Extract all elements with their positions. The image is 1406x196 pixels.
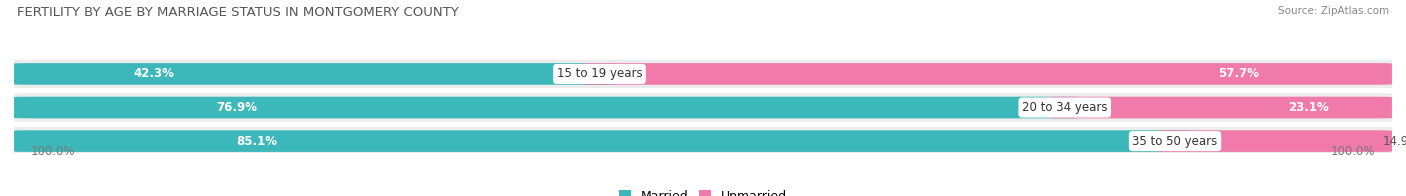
FancyBboxPatch shape: [14, 97, 1081, 118]
Text: 100.0%: 100.0%: [1331, 145, 1375, 158]
Text: 76.9%: 76.9%: [217, 101, 257, 114]
Legend: Married, Unmarried: Married, Unmarried: [613, 185, 793, 196]
Text: 85.1%: 85.1%: [236, 135, 277, 148]
FancyBboxPatch shape: [1159, 130, 1392, 152]
Text: 100.0%: 100.0%: [31, 145, 75, 158]
Text: 23.1%: 23.1%: [1288, 101, 1329, 114]
Text: FERTILITY BY AGE BY MARRIAGE STATUS IN MONTGOMERY COUNTY: FERTILITY BY AGE BY MARRIAGE STATUS IN M…: [17, 6, 458, 19]
Text: 20 to 34 years: 20 to 34 years: [1022, 101, 1108, 114]
FancyBboxPatch shape: [10, 60, 1396, 88]
Text: 57.7%: 57.7%: [1218, 67, 1258, 80]
Text: 14.9%: 14.9%: [1382, 135, 1406, 148]
FancyBboxPatch shape: [10, 93, 1396, 122]
Text: Source: ZipAtlas.com: Source: ZipAtlas.com: [1278, 6, 1389, 16]
FancyBboxPatch shape: [14, 130, 1191, 152]
Text: 42.3%: 42.3%: [134, 67, 174, 80]
FancyBboxPatch shape: [10, 127, 1396, 155]
FancyBboxPatch shape: [14, 63, 616, 85]
Text: 35 to 50 years: 35 to 50 years: [1132, 135, 1218, 148]
Text: 15 to 19 years: 15 to 19 years: [557, 67, 643, 80]
FancyBboxPatch shape: [583, 63, 1392, 85]
FancyBboxPatch shape: [1049, 97, 1392, 118]
